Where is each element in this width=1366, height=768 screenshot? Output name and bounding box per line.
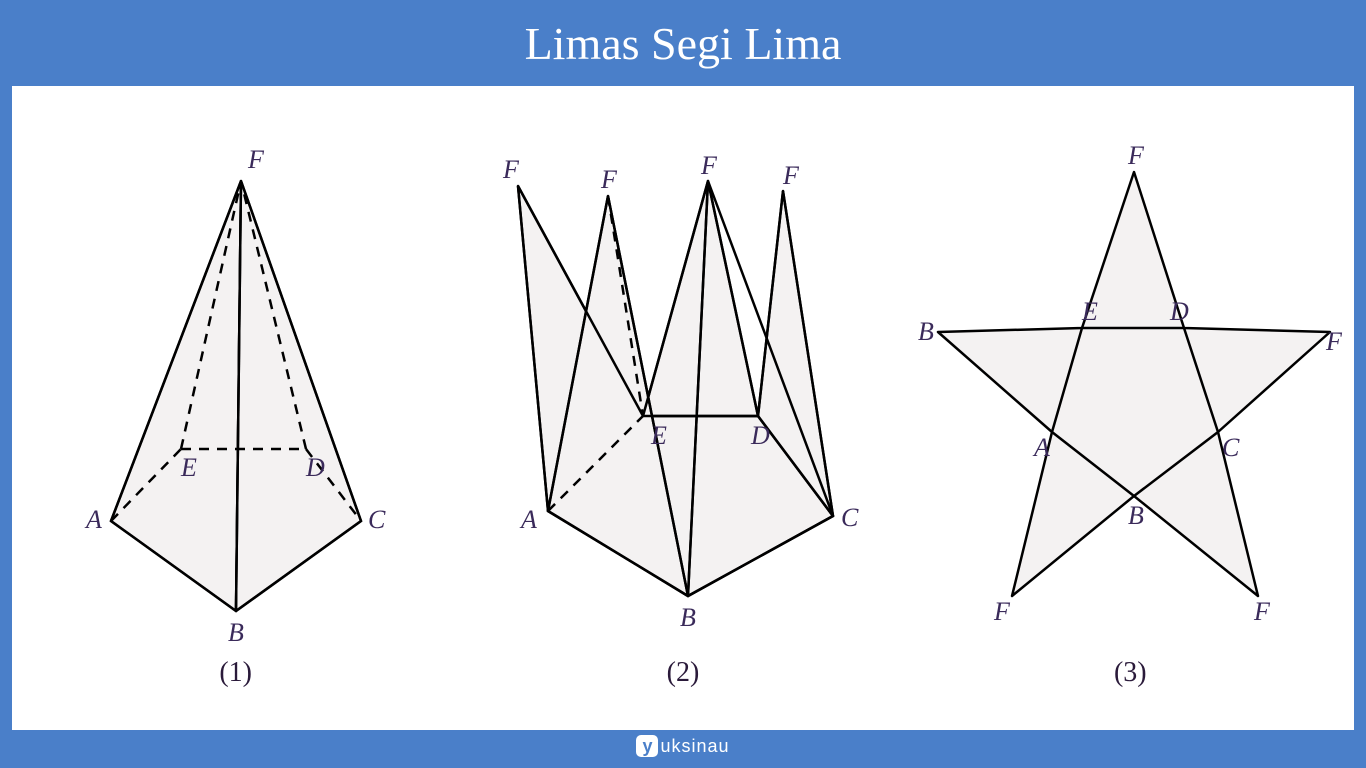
star-net-diagram: A B C D E F F F F B xyxy=(910,96,1350,656)
label-F1: F xyxy=(502,155,520,184)
caption-2: (2) xyxy=(463,657,903,689)
label-E: E xyxy=(1081,297,1098,326)
brand-badge-icon: y xyxy=(636,735,658,757)
label-F3: F xyxy=(700,151,718,180)
pyramid-diagram: A B C D E F xyxy=(16,96,456,656)
label-E: E xyxy=(650,421,667,450)
label-Fbr: F xyxy=(1253,597,1271,626)
page-title: Limas Segi Lima xyxy=(525,17,842,70)
diagram-panel-3: A B C D E F F F F B (3) xyxy=(910,96,1350,716)
label-D: D xyxy=(1169,297,1189,326)
label-C: C xyxy=(1222,433,1240,462)
label-F: F xyxy=(247,145,265,174)
label-C: C xyxy=(841,503,859,532)
label-D: D xyxy=(750,421,770,450)
label-Fbl: F xyxy=(993,597,1011,626)
label-D: D xyxy=(305,453,325,482)
unfold-diagram: A B C D E F F F F xyxy=(463,96,903,656)
label-E: E xyxy=(180,453,197,482)
brand-text: uksinau xyxy=(660,736,729,757)
label-A: A xyxy=(519,505,537,534)
label-B: B xyxy=(680,603,696,632)
label-F4: F xyxy=(782,161,800,190)
label-A: A xyxy=(1032,433,1050,462)
label-A: A xyxy=(84,505,102,534)
footer: y uksinau xyxy=(0,730,1366,762)
label-Ft: F xyxy=(1127,141,1145,170)
label-Fl: B xyxy=(918,317,934,346)
content-area: A B C D E F (1) xyxy=(12,86,1354,730)
label-B: B xyxy=(1128,501,1144,530)
diagram-panel-1: A B C D E F (1) xyxy=(16,96,456,716)
label-Fr: F xyxy=(1325,327,1343,356)
label-F2: F xyxy=(600,165,618,194)
caption-1: (1) xyxy=(16,657,456,689)
label-C: C xyxy=(368,505,386,534)
label-B: B xyxy=(228,618,244,647)
diagram-panel-2: A B C D E F F F F (2) xyxy=(463,96,903,716)
header: Limas Segi Lima xyxy=(0,0,1366,86)
caption-3: (3) xyxy=(910,657,1350,689)
